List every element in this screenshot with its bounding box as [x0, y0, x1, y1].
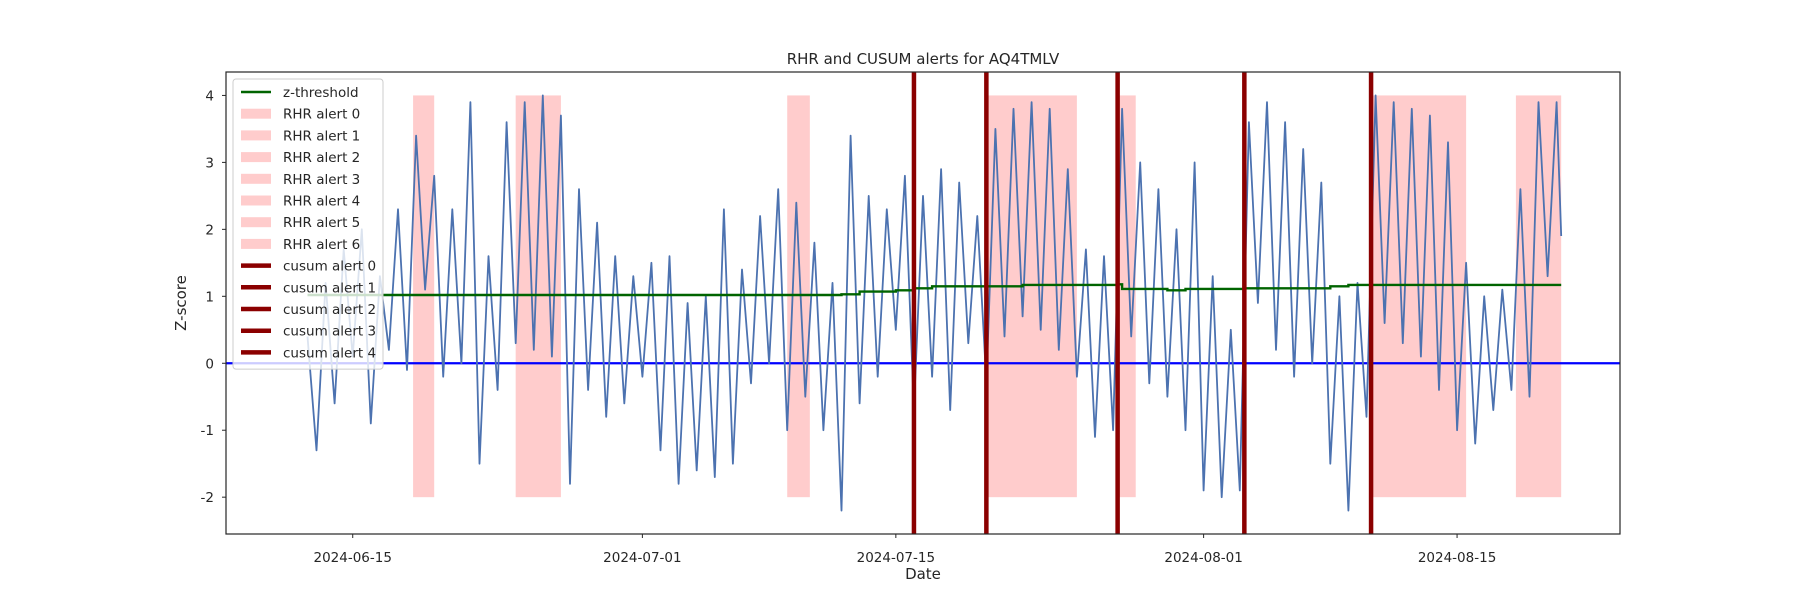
x-tick-label: 2024-06-15	[313, 550, 391, 566]
legend-box	[232, 78, 384, 370]
y-tick-label: 0	[205, 356, 214, 372]
zscore-line	[306, 94, 1563, 512]
cusum-alert-layer	[911, 72, 1374, 534]
legend-label: cusum alert 3	[283, 324, 376, 340]
legend-label: RHR alert 2	[283, 150, 360, 166]
legend-label: cusum alert 4	[283, 345, 376, 361]
rhr-alert-3	[986, 95, 1077, 498]
legend-label: RHR alert 1	[283, 128, 360, 144]
axes-frame-layer	[225, 71, 1621, 535]
legend-swatch-rhr	[241, 130, 271, 141]
legend-item: RHR alert 4	[241, 194, 360, 210]
legend-item: RHR alert 6	[241, 237, 360, 253]
tick-layer: 2024-06-15 2024-07-01 2024-07-15 2024-08-01…	[201, 88, 1497, 566]
y-tick-label: -2	[201, 490, 214, 506]
legend-label: z-threshold	[283, 85, 359, 101]
legend-item: cusum alert 0	[241, 259, 376, 275]
legend-item: cusum alert 3	[241, 324, 376, 340]
legend-item: RHR alert 3	[241, 172, 360, 188]
y-tick-label: -1	[201, 423, 214, 439]
zscore-layer	[306, 94, 1563, 512]
x-tick-label: 2024-07-01	[603, 550, 681, 566]
legend-label: RHR alert 6	[283, 237, 360, 253]
legend-item: cusum alert 2	[241, 302, 376, 318]
x-tick-label: 2024-07-15	[857, 550, 935, 566]
x-axis-label: Date	[905, 565, 941, 583]
legend-item: RHR alert 2	[241, 150, 360, 166]
legend-item: RHR alert 5	[241, 215, 360, 231]
legend-label: RHR alert 5	[283, 215, 360, 231]
legend-label: RHR alert 3	[283, 172, 360, 188]
rhr-alert-4	[1117, 95, 1136, 498]
legend-item: z-threshold	[241, 85, 359, 101]
rhr-alert-2	[787, 95, 810, 498]
x-tick-label: 2024-08-15	[1418, 550, 1496, 566]
legend-label: cusum alert 1	[283, 280, 376, 296]
legend: z-threshold RHR alert 0 RHR alert 1 RHR ale…	[232, 78, 384, 370]
legend-item: cusum alert 1	[241, 280, 376, 296]
legend-label: cusum alert 2	[283, 302, 376, 318]
y-tick-label: 2	[205, 222, 214, 238]
legend-swatch-rhr	[241, 195, 271, 206]
legend-swatch-rhr	[241, 173, 271, 184]
axes-frame	[225, 71, 1621, 535]
legend-swatch-rhr	[241, 108, 271, 119]
legend-item: RHR alert 0	[241, 107, 360, 123]
legend-swatch-rhr	[241, 238, 271, 249]
y-tick-label: 3	[205, 155, 214, 171]
y-tick-label: 1	[205, 289, 214, 305]
y-axis-label: Z-score	[172, 275, 190, 331]
legend-label: cusum alert 0	[283, 259, 376, 275]
legend-label: RHR alert 0	[283, 107, 360, 123]
legend-swatch-rhr	[241, 217, 271, 228]
chart-title: RHR and CUSUM alerts for AQ4TMLV	[787, 50, 1060, 68]
rhr-alert-layer	[413, 95, 1562, 498]
legend-item: RHR alert 1	[241, 128, 360, 144]
legend-swatch-rhr	[241, 152, 271, 163]
rhr-alert-0	[413, 95, 435, 498]
legend-label: RHR alert 4	[283, 194, 360, 210]
legend-item: cusum alert 4	[241, 345, 376, 361]
x-tick-label: 2024-08-01	[1164, 550, 1242, 566]
y-tick-label: 4	[205, 88, 214, 104]
